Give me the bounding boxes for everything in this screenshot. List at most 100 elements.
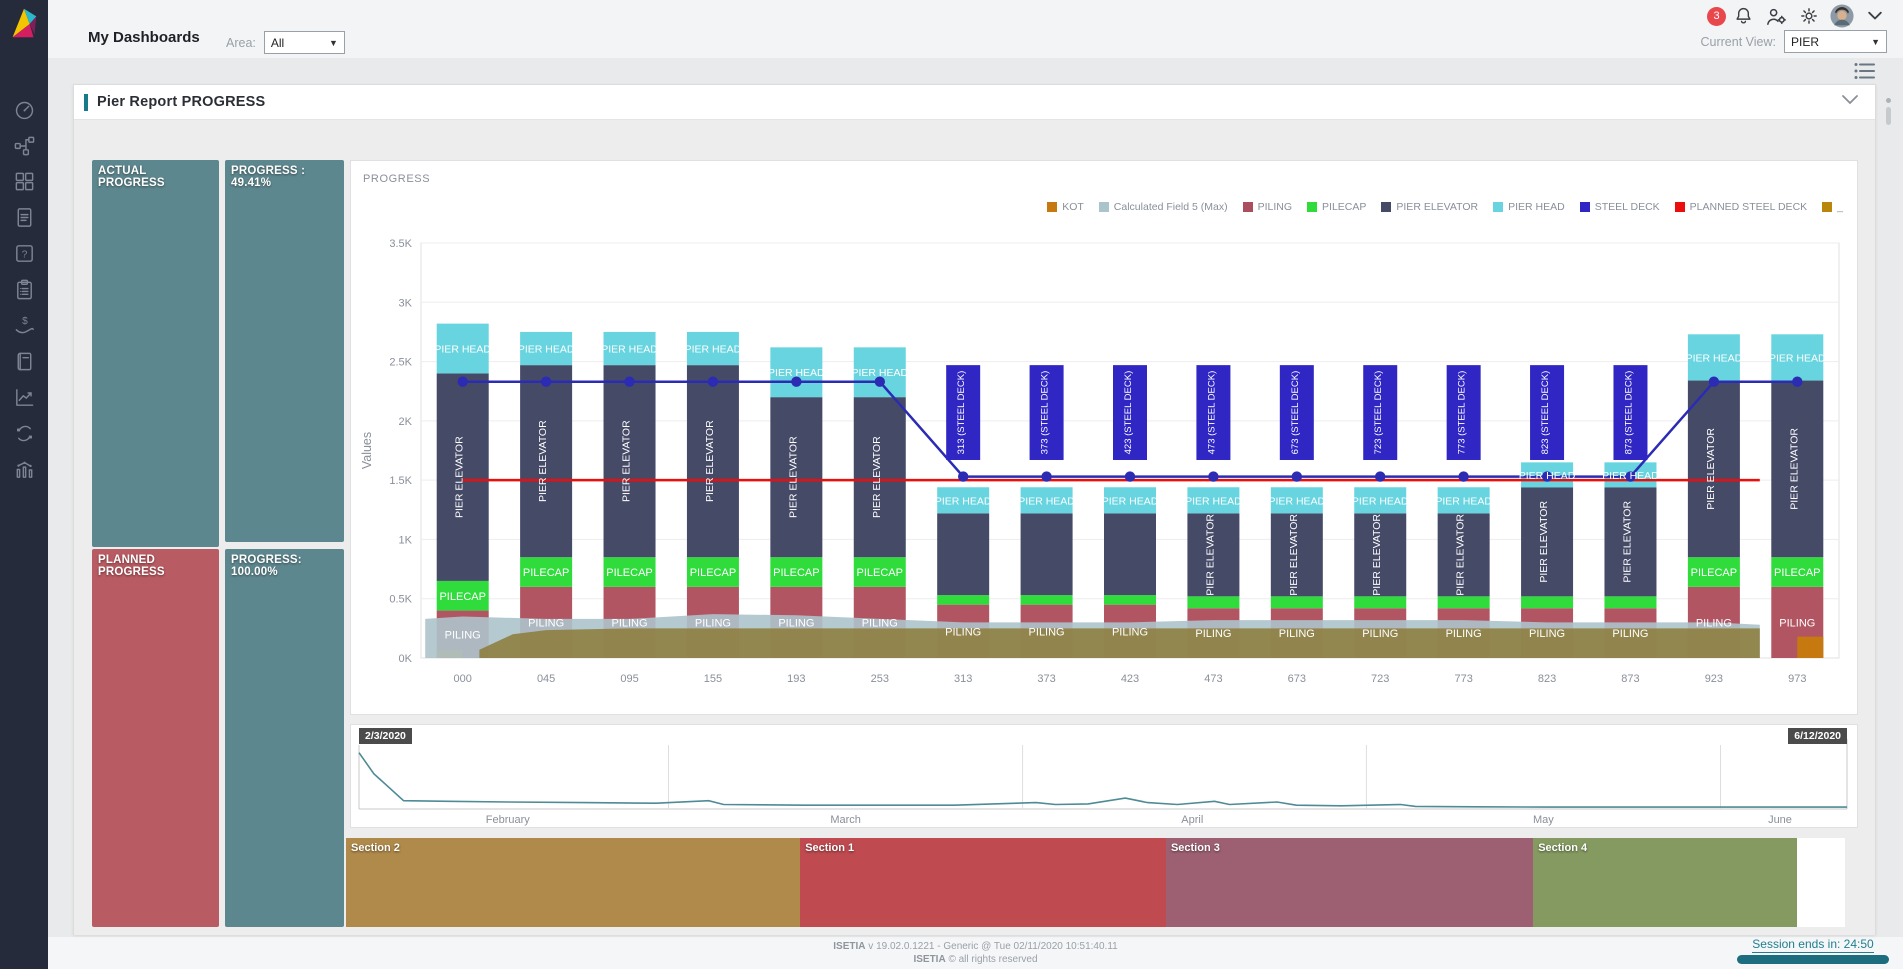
svg-text:PIER HEAD: PIER HEAD: [1018, 495, 1075, 507]
book-icon[interactable]: [11, 348, 37, 374]
svg-text:193: 193: [787, 673, 805, 685]
bar-segment: [853, 557, 906, 587]
legend-item-3[interactable]: PILECAP: [1307, 201, 1366, 213]
area-kot: [479, 628, 1760, 658]
svg-text:PIER ELEVATOR: PIER ELEVATOR: [454, 436, 466, 518]
svg-text:PIER HEAD: PIER HEAD: [1769, 352, 1826, 364]
footer-brand: ISETIA: [833, 941, 866, 952]
bar-labels: PILING PILECAP PIER ELEVATOR PIER HEAD PILIN…: [434, 344, 1826, 642]
legend-swatch: [1307, 202, 1318, 212]
section-band-section-3[interactable]: Section 3: [1165, 838, 1534, 927]
svg-text:PIER ELEVATOR: PIER ELEVATOR: [621, 420, 633, 502]
svg-text:PILING: PILING: [1779, 617, 1815, 629]
legend-swatch: [1579, 202, 1590, 212]
bar-segment: [1771, 557, 1824, 587]
section-band-section-2[interactable]: Section 2: [346, 838, 801, 927]
steel-deck-bar: [1029, 365, 1064, 460]
bar-segment: [1437, 487, 1490, 514]
section-band-section-4[interactable]: Section 4: [1533, 838, 1797, 927]
legend-item-7[interactable]: PLANNED STEEL DECK: [1674, 201, 1807, 213]
range-end-handle[interactable]: 6/12/2020: [1788, 728, 1847, 744]
bar-segment: [1270, 513, 1323, 597]
actual-progress-value: PROGRESS : 49.41%: [231, 165, 306, 189]
svg-text:PIER HEAD: PIER HEAD: [518, 344, 575, 356]
legend-item-0[interactable]: KOT: [1047, 201, 1084, 213]
date-range-mini-chart[interactable]: February March April May June: [351, 725, 1857, 827]
footer-version-line: ISETIA v 19.02.0.1221 - Generic @ Tue 02…: [48, 940, 1903, 953]
steel-deck-bar: [1196, 365, 1231, 460]
svg-text:PIER ELEVATOR: PIER ELEVATOR: [1288, 514, 1300, 596]
svg-text:PIER ELEVATOR: PIER ELEVATOR: [704, 420, 716, 502]
svg-text:873 (STEEL DECK): 873 (STEEL DECK): [1623, 371, 1634, 455]
area-select[interactable]: All ▼: [263, 31, 345, 54]
line-marker: [707, 376, 719, 387]
chart-line-icon[interactable]: [11, 384, 37, 410]
user-settings-icon[interactable]: [1764, 4, 1788, 28]
svg-text:823 (STEEL DECK): 823 (STEEL DECK): [1540, 371, 1551, 455]
legend-item-5[interactable]: PIER HEAD: [1493, 201, 1565, 213]
bar-segment: [1354, 487, 1407, 514]
bar-segment: [770, 557, 823, 587]
sync-icon[interactable]: [11, 420, 37, 446]
grid-icon[interactable]: [11, 168, 37, 194]
bar-segment: [1187, 513, 1240, 597]
scrollbar-thumb[interactable]: [1886, 107, 1891, 125]
svg-text:PIER HEAD: PIER HEAD: [768, 367, 825, 379]
bar-segment: [1104, 595, 1156, 605]
bell-icon[interactable]: [1731, 4, 1755, 28]
legend-item-8[interactable]: _: [1822, 201, 1843, 213]
svg-text:473 (STEEL DECK): 473 (STEEL DECK): [1206, 371, 1217, 455]
app-sidebar: ? $: [0, 0, 48, 969]
legend-item-6[interactable]: STEEL DECK: [1579, 201, 1660, 213]
statistics-icon[interactable]: [11, 456, 37, 482]
legend-swatch: [1822, 202, 1833, 212]
svg-text:May: May: [1533, 814, 1554, 826]
bar-segment: [686, 365, 739, 558]
line-marker: [1458, 471, 1469, 482]
avatar[interactable]: [1830, 4, 1854, 28]
svg-text:June: June: [1768, 814, 1792, 826]
svg-text:PIER HEAD: PIER HEAD: [851, 367, 908, 379]
current-view-select[interactable]: PIER ▼: [1784, 30, 1887, 53]
svg-text:PIER HEAD: PIER HEAD: [434, 344, 491, 356]
document-icon[interactable]: [11, 204, 37, 230]
bar-segment: [1354, 513, 1407, 597]
planned-progress-box: PLANNED PROGRESS: [92, 549, 219, 927]
dashboard-list-view-icon[interactable]: [1853, 61, 1877, 81]
svg-text:PILING: PILING: [1279, 628, 1315, 640]
range-start-handle[interactable]: 2/3/2020: [359, 728, 412, 744]
legend-label: Calculated Field 5 (Max): [1113, 201, 1228, 213]
legend-label: PIER ELEVATOR: [1396, 201, 1479, 213]
line-marker: [1541, 471, 1553, 482]
app-logo-icon[interactable]: [5, 5, 43, 43]
settings-gear-icon[interactable]: [1797, 4, 1821, 28]
legend-label: PILING: [1257, 201, 1293, 213]
footer-rights-text: © all rights reserved: [945, 954, 1038, 965]
legend-label: _: [1837, 201, 1843, 213]
workflow-icon[interactable]: [11, 132, 37, 158]
panel-collapse-chevron-icon[interactable]: [1839, 91, 1861, 114]
session-countdown: Session ends in: 24:50: [1752, 937, 1874, 953]
svg-text:PIER ELEVATOR: PIER ELEVATOR: [1371, 514, 1383, 596]
line-marker: [1041, 471, 1052, 482]
notification-badge[interactable]: 3: [1707, 6, 1726, 26]
planned-progress-value: PROGRESS: 100.00%: [231, 554, 302, 578]
account-chevron-down-icon[interactable]: [1863, 4, 1887, 28]
section-band-label: Section 2: [351, 842, 400, 854]
legend-item-1[interactable]: Calculated Field 5 (Max): [1098, 201, 1228, 213]
clipboard-icon[interactable]: [11, 276, 37, 302]
svg-text:PILING: PILING: [1446, 628, 1482, 640]
svg-text:February: February: [486, 814, 531, 826]
progress-stacked-bar-chart[interactable]: 0K 0.5K 1K 1.5K 2K 2.5K 3K 3.5K 000 045 095 155 193 2…: [351, 161, 1857, 714]
footer-brand: ISETIA: [913, 954, 946, 965]
bar-segment: [686, 331, 739, 366]
help-icon[interactable]: ?: [11, 240, 37, 266]
section-band-section-1[interactable]: Section 1: [800, 838, 1166, 927]
legend-item-4[interactable]: PIER ELEVATOR: [1381, 201, 1478, 213]
cost-icon[interactable]: $: [11, 312, 37, 338]
legend-item-2[interactable]: PILING: [1242, 201, 1293, 213]
dashboard-gauge-icon[interactable]: [11, 96, 37, 122]
scrollbar-dot: [1886, 98, 1891, 103]
steel-deck-bars[interactable]: 313 (STEEL DECK) 373 (STEEL DECK) 423 (STE…: [946, 365, 1648, 460]
bar-segment: [686, 557, 739, 587]
